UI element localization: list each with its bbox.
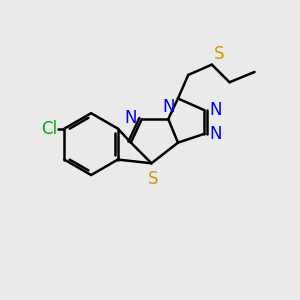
Text: S: S [214, 45, 225, 63]
Text: N: N [209, 125, 221, 143]
Text: Cl: Cl [41, 120, 57, 138]
Text: N: N [162, 98, 175, 116]
Text: N: N [125, 109, 137, 127]
Text: N: N [209, 101, 221, 119]
Text: S: S [148, 170, 158, 188]
